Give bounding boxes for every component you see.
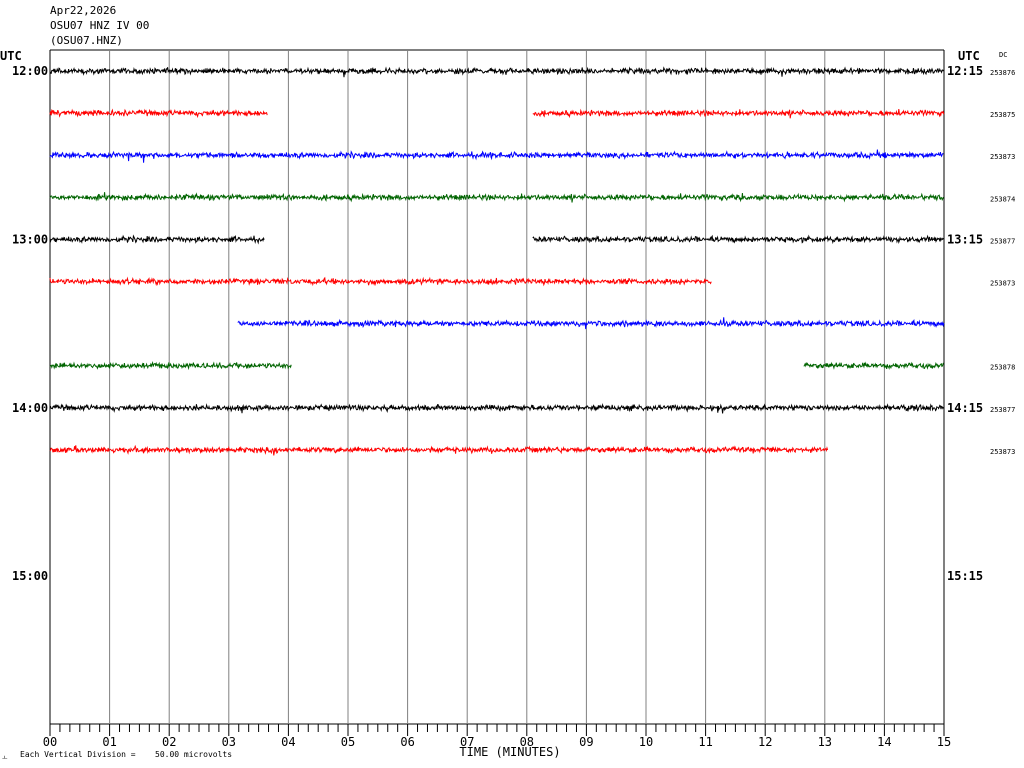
corner-mark: ㅗ xyxy=(2,755,8,762)
scale-value: 50.00 microvolts xyxy=(155,750,232,759)
trace-row-0 xyxy=(49,66,944,78)
left-utc-label: UTC xyxy=(0,49,22,63)
x-tick-label: 12 xyxy=(758,735,772,749)
x-tick-label: 00 xyxy=(43,735,57,749)
trace-row-8 xyxy=(49,403,944,414)
trace-row-3 xyxy=(49,192,944,203)
trace-row-7 xyxy=(803,361,945,370)
x-tick-label: 05 xyxy=(341,735,355,749)
hour-label-right: 14:15 xyxy=(947,401,983,415)
x-axis-title: TIME (MINUTES) xyxy=(459,745,560,759)
trace-row-7 xyxy=(49,361,292,371)
dc-value: 253877 xyxy=(990,237,1015,245)
date-label: Apr22,2026 xyxy=(50,4,117,17)
x-tick-label: 07 xyxy=(460,735,474,749)
x-tick-label: 04 xyxy=(281,735,295,749)
trace-row-1 xyxy=(49,108,268,119)
x-tick-label: 10 xyxy=(639,735,653,749)
x-tick-label: 02 xyxy=(162,735,176,749)
dc-value: 253873 xyxy=(990,280,1015,288)
x-tick-label: 08 xyxy=(520,735,534,749)
hour-label-left: 12:00 xyxy=(12,64,48,78)
x-tick-label: 09 xyxy=(579,735,593,749)
dc-value: 253878 xyxy=(990,364,1015,372)
trace-row-6 xyxy=(237,317,945,330)
channel-label: (OSU07.HNZ) xyxy=(50,34,123,47)
dc-label: DC xyxy=(999,51,1007,59)
dc-value: 253876 xyxy=(990,69,1015,77)
hour-label-right: 13:15 xyxy=(947,232,983,246)
axis-labels: 00 01 02 03 04 05 06 07 08 09 10 11 12 13 14 15 TIME (MI… xyxy=(0,49,1015,762)
x-tick-label: 11 xyxy=(698,735,712,749)
trace-row-2 xyxy=(49,149,944,163)
station-label: OSU07 HNZ IV 00 xyxy=(50,19,150,32)
trace-row-4 xyxy=(49,234,265,245)
dc-value: 253874 xyxy=(990,195,1015,203)
x-tick-label: 13 xyxy=(818,735,832,749)
trace-row-4 xyxy=(532,234,945,245)
trace-row-9 xyxy=(49,444,829,456)
x-tick-label: 15 xyxy=(937,735,951,749)
dc-value: 253873 xyxy=(990,153,1015,161)
x-tick-label: 14 xyxy=(877,735,891,749)
x-tick-label: 01 xyxy=(102,735,116,749)
hour-label-left: 14:00 xyxy=(12,401,48,415)
trace-lines xyxy=(49,66,945,456)
hour-label-left: 13:00 xyxy=(12,232,48,246)
hour-label-left: 15:00 xyxy=(12,569,48,583)
dc-value: 253875 xyxy=(990,111,1015,119)
right-utc-label: UTC xyxy=(958,49,980,63)
dc-value: 253877 xyxy=(990,406,1015,414)
trace-row-5 xyxy=(49,276,712,287)
hour-label-right: 12:15 xyxy=(947,64,983,78)
grid-lines xyxy=(49,49,945,736)
trace-row-1 xyxy=(532,108,945,119)
dc-value: 253873 xyxy=(990,448,1015,456)
x-tick-label: 06 xyxy=(400,735,414,749)
x-tick-label: 03 xyxy=(222,735,236,749)
hour-label-right: 15:15 xyxy=(947,569,983,583)
scale-note: Each Vertical Division = xyxy=(20,750,136,759)
